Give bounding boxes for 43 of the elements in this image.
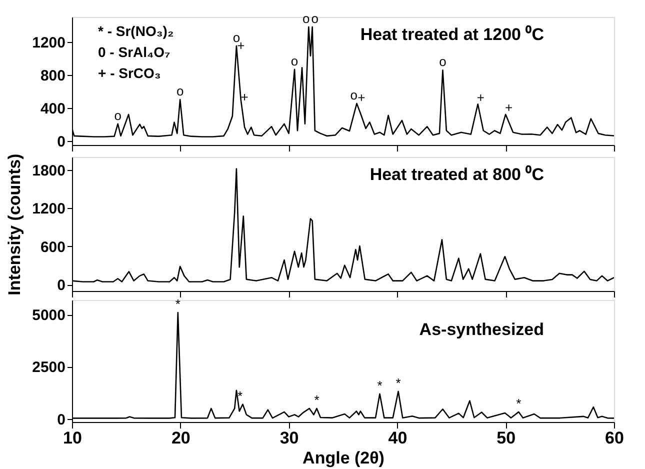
annotation: 0 - SrAl₄O₇ xyxy=(98,44,170,60)
annotation: o xyxy=(176,84,184,99)
y-tick-label: 1800 xyxy=(32,162,66,180)
annotation: * xyxy=(377,378,382,393)
annotation: + xyxy=(505,100,513,116)
annotation: * xyxy=(396,375,401,390)
annotation: * xyxy=(314,392,320,408)
x-axis-title: Angle (2θ) xyxy=(302,448,384,468)
y-tick-label: 5000 xyxy=(32,307,66,324)
x-tick-label: 20 xyxy=(171,428,190,448)
x-tick-label: 10 xyxy=(63,428,82,448)
annotation: + xyxy=(240,89,248,104)
y-tick-label: 400 xyxy=(40,100,66,118)
y-tick-label: 0 xyxy=(57,133,66,150)
annotation: + - SrCO₃ xyxy=(98,65,161,81)
annotation: o xyxy=(290,53,298,68)
chart-title: Heat treated at 1200 ⁰C xyxy=(360,25,544,44)
annotation: * xyxy=(516,396,522,411)
annotation: * xyxy=(237,388,243,404)
annotation: o xyxy=(439,54,446,70)
annotation: o xyxy=(302,10,310,26)
x-tick-label: 60 xyxy=(605,428,624,448)
annotation: * xyxy=(175,296,180,312)
y-tick-label: 800 xyxy=(40,67,66,84)
chart-title: Heat treated at 800 ⁰C xyxy=(370,165,544,184)
annotation: * - Sr(NO₃)₂ xyxy=(98,23,174,39)
annotation: o xyxy=(311,10,318,26)
annotation: + xyxy=(358,90,366,106)
annotation: o xyxy=(350,87,358,102)
y-tick-label: 600 xyxy=(40,238,66,256)
text: As-synthesized xyxy=(419,320,544,339)
x-tick-label: 40 xyxy=(388,428,408,448)
y-tick-label: 0 xyxy=(57,277,66,294)
y-tick-label: 1200 xyxy=(32,200,66,218)
x-tick-label: 50 xyxy=(496,428,516,448)
x-tick-label: 30 xyxy=(280,428,299,448)
annotation: + xyxy=(476,90,484,106)
annotation: o xyxy=(232,30,240,45)
y-tick-label: 1200 xyxy=(32,34,66,52)
annotation: o xyxy=(114,108,122,123)
y-tick-label: 0 xyxy=(57,411,66,428)
y-tick-label: 2500 xyxy=(32,359,66,376)
y-axis-title: Intensity (counts) xyxy=(5,154,24,296)
